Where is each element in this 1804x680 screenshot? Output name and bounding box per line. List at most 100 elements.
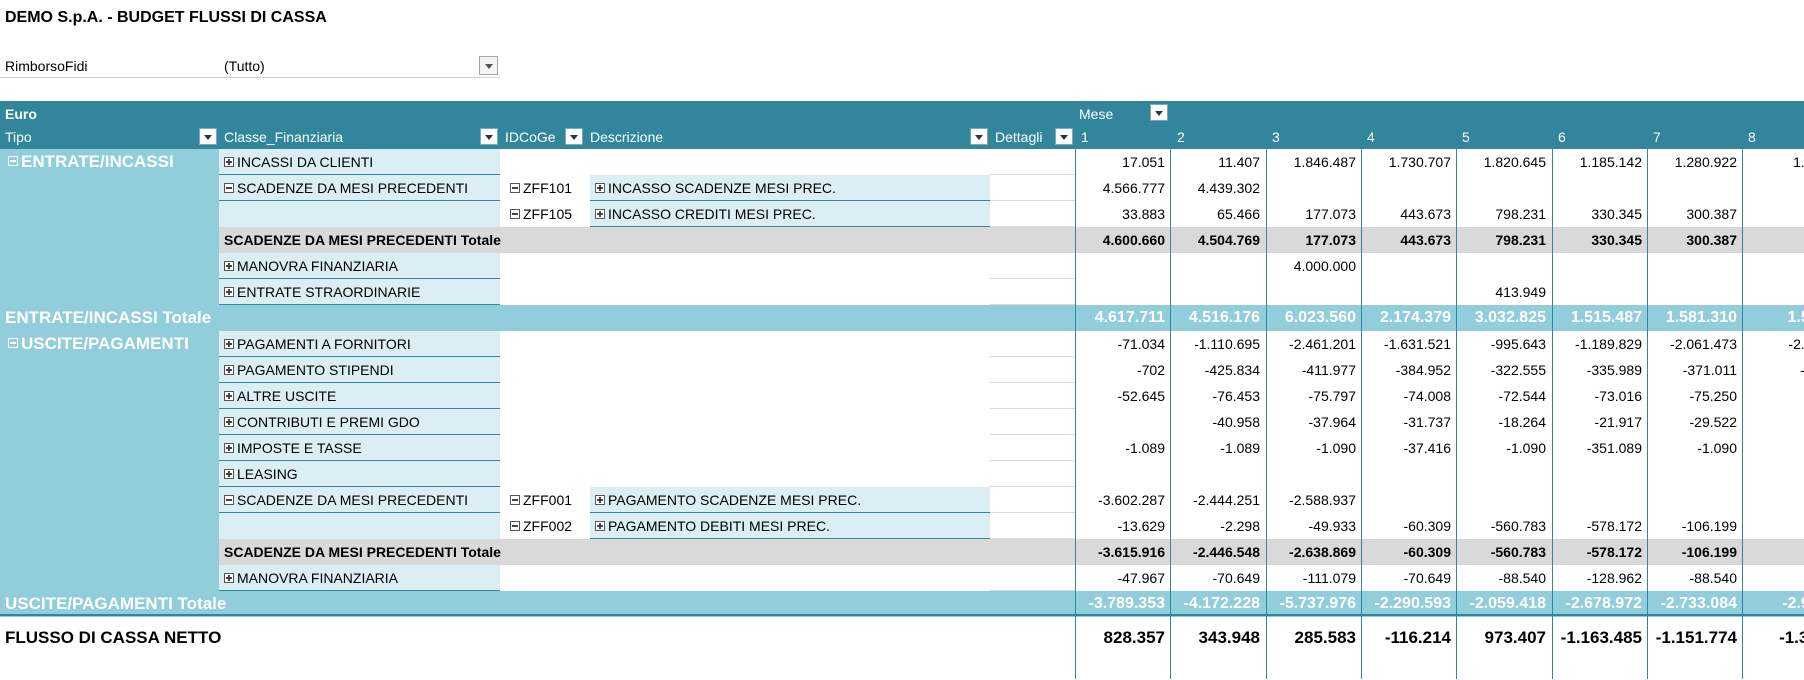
value-cell: -578.172 — [1586, 518, 1642, 534]
value-cell — [1743, 175, 1804, 201]
collapse-icon[interactable] — [510, 208, 520, 219]
column-separator — [1266, 149, 1267, 679]
value-cell: -72.544 — [1498, 388, 1546, 404]
classe-label: MANOVRA FINANZIARIA — [237, 570, 399, 586]
expand-icon[interactable] — [595, 494, 605, 505]
row-gridline — [990, 486, 1076, 487]
value-cell: -88. — [1743, 565, 1804, 591]
classe-cell[interactable]: CONTRIBUTI E PREMI GDO — [219, 409, 500, 435]
collapse-icon[interactable] — [510, 494, 520, 505]
value-cell — [1076, 409, 1171, 435]
mese-filter-button[interactable] — [1150, 104, 1168, 121]
value-cell: 798.231 — [1495, 232, 1546, 248]
pivot-row-class: ALTRE USCITE -52.645 -76.453 -75.797 -74.008… — [0, 383, 1804, 409]
value-cell: -2.461.201 — [1289, 336, 1356, 352]
tipo-filter-button[interactable] — [199, 128, 217, 145]
value-cell: 1.820.645 — [1483, 154, 1546, 170]
classe-cell[interactable]: SCADENZE DA MESI PRECEDENTI — [219, 487, 500, 513]
value-cell: 33.883 — [1122, 206, 1165, 222]
value-cell — [1076, 279, 1171, 305]
expand-icon[interactable] — [224, 572, 234, 583]
expand-icon[interactable] — [224, 416, 234, 427]
expand-icon[interactable] — [224, 442, 234, 453]
descrizione-cell[interactable]: INCASSO SCADENZE MESI PREC. — [590, 175, 990, 201]
classe-cell[interactable]: MANOVRA FINANZIARIA — [219, 565, 500, 591]
expand-icon[interactable] — [224, 390, 234, 401]
value-cell: -4.172.228 — [1183, 595, 1260, 612]
collapse-icon[interactable] — [8, 156, 18, 167]
value-cell — [1076, 461, 1171, 487]
total-band: USCITE/PAGAMENTI Totale — [0, 591, 1804, 617]
classe-cell[interactable]: IMPOSTE E TASSE — [219, 435, 500, 461]
classe-field-label: Classe_Finanziaria — [224, 129, 344, 145]
classe-cell[interactable]: SCADENZE DA MESI PRECEDENTI — [219, 175, 500, 201]
collapse-icon[interactable] — [510, 520, 520, 531]
value-cell: -71.034 — [1117, 336, 1165, 352]
tipo-cell[interactable]: ENTRATE/INCASSI — [0, 149, 219, 305]
value-cell: 11.407 — [1218, 154, 1260, 170]
value-cell: -2.971. — [1782, 595, 1804, 612]
classe-cell[interactable]: MANOVRA FINANZIARIA — [219, 253, 500, 279]
value-cell: -77. — [1743, 383, 1804, 409]
descrizione-cell[interactable]: PAGAMENTO SCADENZE MESI PREC. — [590, 487, 990, 513]
idcoge-cell[interactable]: ZFF001 — [505, 487, 585, 513]
descrizione-filter-button[interactable] — [970, 128, 988, 145]
value-cell: -2.638.869 — [1289, 544, 1356, 560]
value-cell: 4.600.660 — [1102, 232, 1165, 248]
expand-icon[interactable] — [224, 338, 234, 349]
value-cell: -60.309 — [1403, 518, 1451, 534]
classe-cell[interactable]: PAGAMENTO STIPENDI — [219, 357, 500, 383]
dettagli-field-label: Dettagli — [995, 129, 1043, 145]
row-gridline — [990, 252, 1076, 253]
classe-cell[interactable]: PAGAMENTI A FORNITORI — [219, 331, 500, 357]
pivot-row-class: LEASING -6. — [0, 461, 1804, 487]
collapse-icon[interactable] — [510, 182, 520, 193]
tipo-cell[interactable]: USCITE/PAGAMENTI — [0, 331, 219, 591]
classe-label: SCADENZE DA MESI PRECEDENTI — [237, 180, 469, 196]
expand-icon[interactable] — [224, 468, 234, 479]
expand-icon[interactable] — [224, 364, 234, 375]
classe-cell[interactable]: ENTRATE STRAORDINARIE — [219, 279, 500, 305]
collapse-icon[interactable] — [224, 494, 234, 505]
net-value-cell: -1.151.774 — [1655, 628, 1737, 647]
pivot-row-class: ENTRATE STRAORDINARIE 413.949 — [0, 279, 1804, 305]
descrizione-cell[interactable]: PAGAMENTO DEBITI MESI PREC. — [590, 513, 990, 539]
idcoge-cell[interactable]: ZFF105 — [505, 201, 585, 227]
collapse-icon[interactable] — [224, 182, 234, 193]
value-cell: -3.602.287 — [1098, 492, 1165, 508]
expand-icon[interactable] — [224, 260, 234, 271]
value-cell: 1.280.922 — [1674, 154, 1737, 170]
idcoge-cell[interactable]: ZFF101 — [505, 175, 585, 201]
idcoge-cell[interactable]: ZFF002 — [505, 513, 585, 539]
expand-icon[interactable] — [224, 156, 234, 167]
idcoge-label: ZFF101 — [523, 180, 573, 196]
value-cell: -1.089 — [1125, 440, 1165, 456]
value-cell: -88.540 — [1498, 570, 1546, 586]
total-label: USCITE/PAGAMENTI Totale — [5, 594, 227, 613]
classe-cell[interactable]: ALTRE USCITE — [219, 383, 500, 409]
descrizione-cell[interactable]: INCASSO CREDITI MESI PREC. — [590, 201, 990, 227]
expand-icon[interactable] — [595, 182, 605, 193]
expand-icon[interactable] — [595, 208, 605, 219]
value-cell: 177.073 — [1305, 206, 1356, 222]
value-cell: -111.079 — [1302, 570, 1356, 586]
value-cell: 4.566.777 — [1102, 180, 1165, 196]
classe-cell[interactable]: INCASSI DA CLIENTI — [219, 149, 500, 175]
value-cell: -2.733.084 — [1660, 595, 1737, 612]
classe-cell[interactable]: LEASING — [219, 461, 500, 487]
idcoge-filter-button[interactable] — [565, 128, 583, 145]
net-value-cell: 285.583 — [1294, 628, 1356, 647]
expand-icon[interactable] — [224, 286, 234, 297]
classe-filter-button[interactable] — [480, 128, 498, 145]
expand-icon[interactable] — [595, 520, 605, 531]
filter-value[interactable]: (Tutto) — [224, 58, 265, 74]
value-cell: -351.089 — [1586, 440, 1642, 456]
filter-dropdown-button[interactable] — [479, 56, 498, 75]
value-cell: 1.515.487 — [1570, 309, 1642, 326]
value-cell — [1743, 487, 1804, 513]
value-cell: -73.016 — [1594, 388, 1642, 404]
collapse-icon[interactable] — [8, 338, 18, 349]
dettagli-filter-button[interactable] — [1055, 128, 1073, 145]
value-cell: -2.678.972 — [1565, 595, 1642, 612]
row-gridline — [990, 174, 1076, 175]
